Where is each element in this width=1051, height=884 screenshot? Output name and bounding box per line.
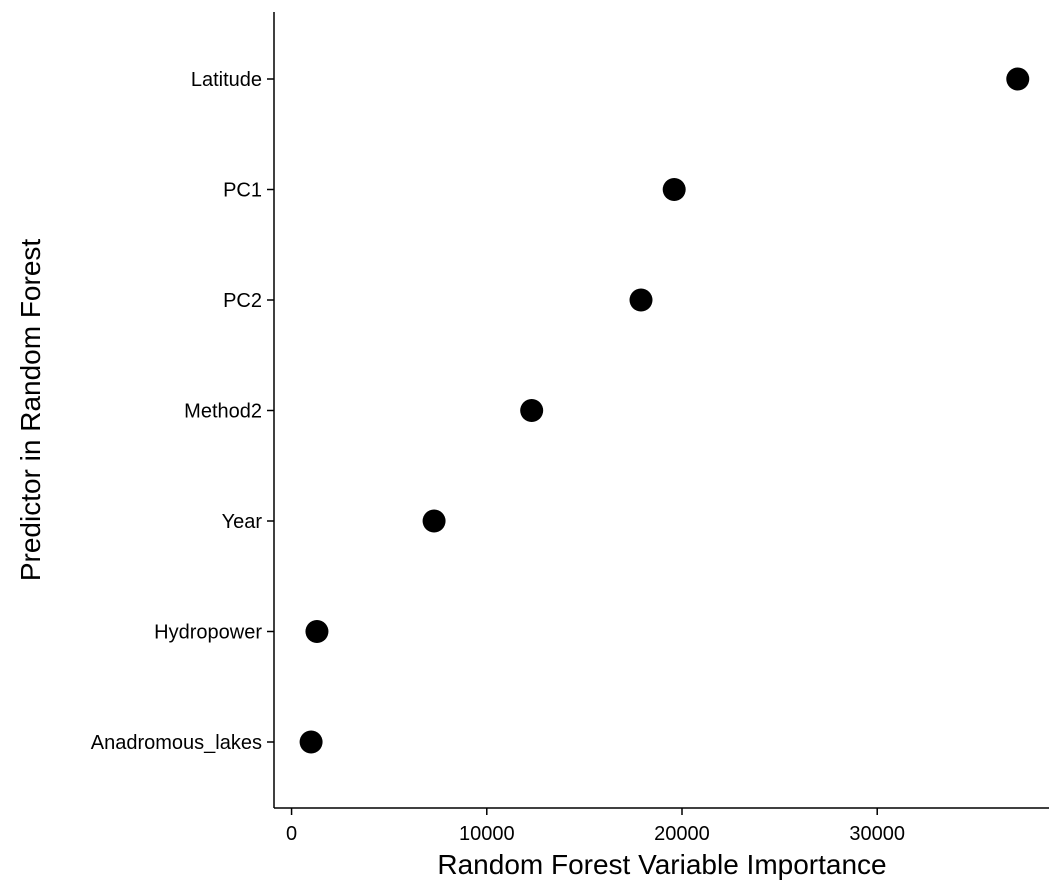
- data-point: [422, 509, 446, 533]
- data-point: [520, 399, 544, 422]
- y-tick-label: Latitude: [191, 69, 262, 91]
- plot-area: Latitude PC1 PC2 Method2 Year Hydropower Anadr…: [91, 12, 1049, 845]
- x-tick-label: 0: [286, 823, 297, 845]
- y-tick-label: Method2: [184, 401, 262, 423]
- data-points: [299, 67, 1030, 754]
- x-axis-title: Random Forest Variable Importance: [437, 849, 886, 880]
- y-axis-title: Predictor in Random Forest: [15, 239, 46, 582]
- y-tick-label: Anadromous_lakes: [91, 732, 262, 754]
- y-tick-label: Hydropower: [154, 622, 262, 644]
- y-ticks: Latitude PC1 PC2 Method2 Year Hydropower Anadr…: [91, 69, 274, 754]
- x-tick-label: 30000: [849, 823, 905, 845]
- y-tick-label: Year: [222, 511, 263, 533]
- data-point: [1006, 67, 1030, 91]
- x-tick-label: 20000: [654, 823, 710, 845]
- y-tick-label: PC2: [223, 290, 262, 312]
- data-point: [629, 288, 653, 312]
- y-tick-label: PC1: [223, 180, 262, 202]
- data-point: [662, 178, 686, 201]
- data-point: [299, 730, 323, 754]
- x-ticks: 0 10000 20000 30000: [286, 808, 905, 845]
- data-point: [305, 620, 329, 643]
- x-tick-label: 10000: [459, 823, 515, 845]
